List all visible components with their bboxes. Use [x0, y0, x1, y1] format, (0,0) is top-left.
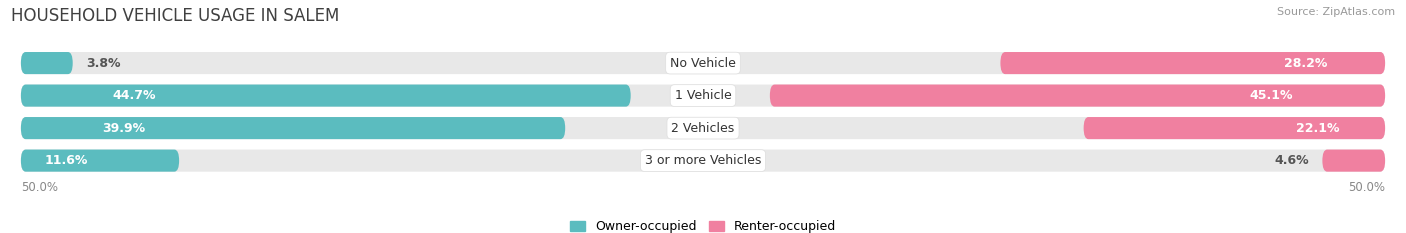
FancyBboxPatch shape — [21, 150, 179, 172]
Text: HOUSEHOLD VEHICLE USAGE IN SALEM: HOUSEHOLD VEHICLE USAGE IN SALEM — [11, 7, 340, 25]
Text: 2 Vehicles: 2 Vehicles — [672, 122, 734, 135]
FancyBboxPatch shape — [21, 117, 1385, 139]
FancyBboxPatch shape — [1323, 150, 1385, 172]
FancyBboxPatch shape — [21, 52, 1385, 74]
Text: 50.0%: 50.0% — [21, 181, 58, 194]
FancyBboxPatch shape — [21, 117, 565, 139]
Text: 11.6%: 11.6% — [45, 154, 89, 167]
Text: No Vehicle: No Vehicle — [671, 57, 735, 70]
Text: 3.8%: 3.8% — [86, 57, 121, 70]
Text: 3 or more Vehicles: 3 or more Vehicles — [645, 154, 761, 167]
Text: 45.1%: 45.1% — [1250, 89, 1294, 102]
FancyBboxPatch shape — [21, 85, 1385, 107]
FancyBboxPatch shape — [21, 52, 73, 74]
FancyBboxPatch shape — [770, 85, 1385, 107]
Text: 1 Vehicle: 1 Vehicle — [675, 89, 731, 102]
Text: 50.0%: 50.0% — [1348, 181, 1385, 194]
FancyBboxPatch shape — [21, 85, 631, 107]
FancyBboxPatch shape — [1084, 117, 1385, 139]
FancyBboxPatch shape — [21, 150, 1385, 172]
Legend: Owner-occupied, Renter-occupied: Owner-occupied, Renter-occupied — [565, 215, 841, 233]
FancyBboxPatch shape — [1001, 52, 1385, 74]
Text: Source: ZipAtlas.com: Source: ZipAtlas.com — [1277, 7, 1395, 17]
Text: 44.7%: 44.7% — [112, 89, 156, 102]
Text: 22.1%: 22.1% — [1296, 122, 1340, 135]
Text: 4.6%: 4.6% — [1274, 154, 1309, 167]
Text: 39.9%: 39.9% — [103, 122, 146, 135]
Text: 28.2%: 28.2% — [1284, 57, 1327, 70]
